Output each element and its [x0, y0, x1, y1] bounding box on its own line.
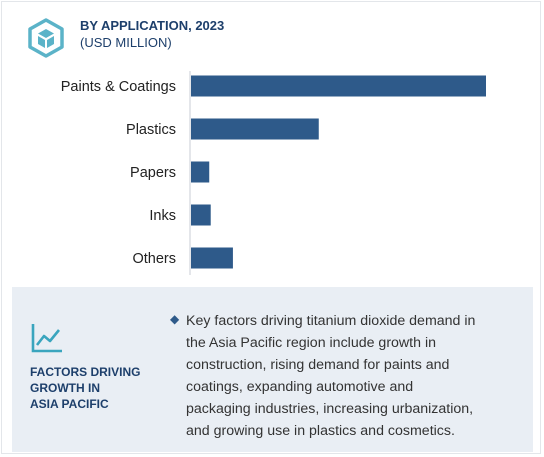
category-label: Plastics — [126, 122, 176, 138]
factors-text-line: construction, rising demand for paints a… — [186, 357, 450, 373]
factors-text-line: the Asia Pacific region include growth i… — [186, 335, 436, 351]
factors-heading-line: ASIA PACIFIC — [30, 397, 109, 411]
line-chart-icon — [31, 324, 62, 353]
diamond-bullet-icon: ◆ — [170, 312, 180, 326]
hexagon-cube-icon — [28, 18, 64, 58]
bar — [191, 118, 319, 140]
factors-text-line: coatings, expanding automotive and — [186, 379, 414, 395]
bar — [191, 75, 486, 97]
factors-text-line: Key factors driving titanium dioxide dem… — [186, 313, 476, 329]
factors-heading: FACTORS DRIVING GROWTH IN ASIA PACIFIC — [30, 364, 140, 412]
bar — [191, 161, 210, 183]
factors-text-line: and growing use in plastics and cosmetic… — [186, 423, 455, 439]
factors-panel — [12, 287, 533, 452]
category-label: Paints & Coatings — [61, 79, 176, 95]
factors-heading-line: GROWTH IN — [30, 381, 100, 395]
factors-heading-line: FACTORS DRIVING — [30, 365, 141, 379]
category-label: Inks — [149, 208, 176, 224]
chart-title: BY APPLICATION, 2023 — [80, 18, 225, 33]
bar — [191, 247, 233, 269]
factors-text-line: packaging industries, increasing urbaniz… — [186, 401, 474, 417]
bar-chart: Paints & Coatings Plastics Papers Inks Other… — [61, 71, 486, 275]
category-label: Others — [132, 251, 176, 267]
factors-text: Key factors driving titanium dioxide dem… — [186, 310, 526, 442]
category-label: Papers — [130, 165, 176, 181]
bar — [191, 204, 211, 226]
chart-subtitle: (USD MILLION) — [80, 35, 172, 50]
